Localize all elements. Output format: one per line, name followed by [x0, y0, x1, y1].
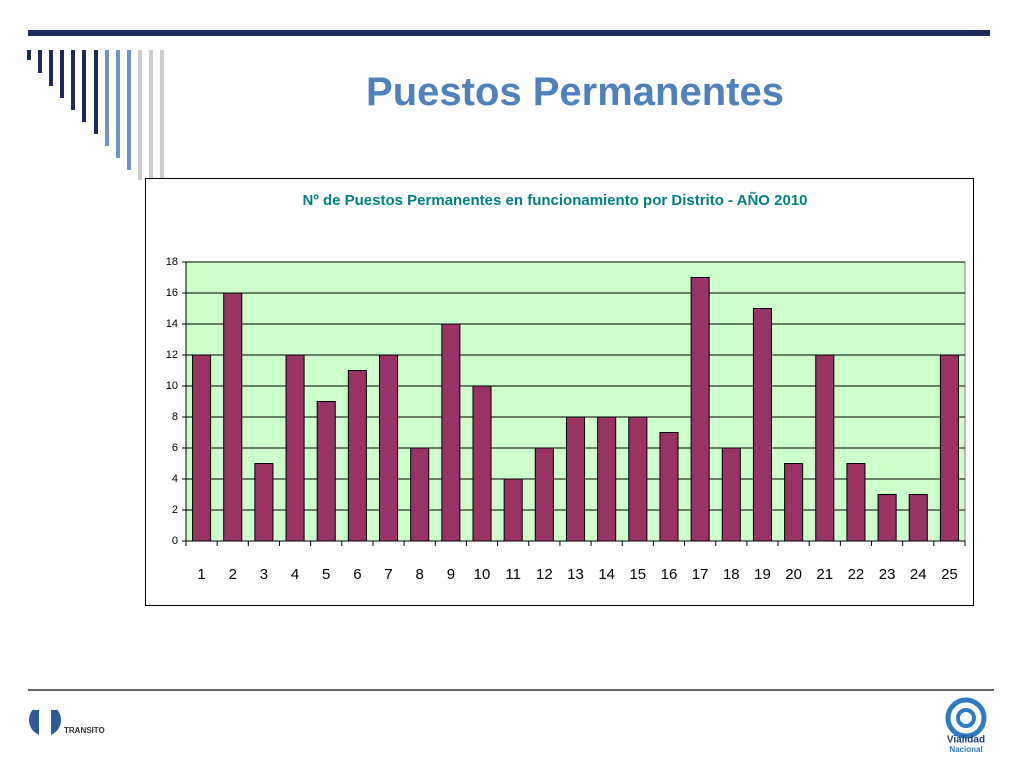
logo-left: TRANSITO — [29, 704, 105, 738]
bar — [690, 277, 710, 542]
bar — [410, 447, 430, 542]
y-tick-label: 10 — [166, 380, 178, 392]
top-bar — [28, 30, 990, 36]
bar — [939, 354, 959, 542]
x-tick-label: 16 — [661, 566, 678, 583]
x-tick-label: 21 — [816, 566, 833, 583]
bar — [441, 323, 461, 542]
x-tick-label: 7 — [384, 566, 392, 583]
bar — [721, 447, 741, 542]
y-tick-label: 12 — [166, 349, 178, 361]
x-tick-label: 24 — [910, 566, 927, 583]
bar — [534, 447, 554, 542]
x-tick-label: 8 — [416, 566, 424, 583]
bar — [628, 416, 648, 542]
x-tick-label: 4 — [291, 566, 299, 583]
x-tick-label: 18 — [723, 566, 740, 583]
x-tick-label: 17 — [692, 566, 709, 583]
x-tick-label: 15 — [629, 566, 646, 583]
y-tick-label: 18 — [166, 256, 178, 268]
y-tick-label: 16 — [166, 287, 178, 299]
x-tick-label: 3 — [260, 566, 268, 583]
logo-right-text: Vialidad — [947, 735, 985, 746]
bar — [254, 463, 274, 542]
bar — [752, 308, 772, 542]
bar — [472, 385, 492, 542]
logo-left-text: TRANSITO — [64, 726, 105, 735]
x-tick-label: 25 — [941, 566, 958, 583]
x-tick-label: 1 — [197, 566, 205, 583]
slide-title: Puestos Permanentes — [366, 70, 784, 114]
y-tick-label: 0 — [172, 535, 178, 547]
x-tick-label: 2 — [229, 566, 237, 583]
y-tick-label: 2 — [172, 504, 178, 516]
bar — [503, 478, 523, 542]
bar — [347, 370, 367, 542]
x-tick-label: 22 — [848, 566, 865, 583]
bar — [815, 354, 835, 542]
bar — [285, 354, 305, 542]
bar — [846, 463, 866, 542]
bar — [223, 292, 243, 542]
x-tick-label: 5 — [322, 566, 330, 583]
y-tick-label: 4 — [172, 473, 178, 485]
bar — [659, 432, 679, 542]
x-tick-label: 14 — [598, 566, 615, 583]
y-tick-label: 8 — [172, 411, 178, 423]
bar — [908, 494, 928, 542]
x-tick-label: 23 — [879, 566, 896, 583]
bar — [597, 416, 617, 542]
x-tick-label: 19 — [754, 566, 771, 583]
bar — [565, 416, 586, 542]
decor-stripes — [27, 50, 164, 180]
x-tick-label: 20 — [785, 566, 802, 583]
x-tick-label: 9 — [447, 566, 455, 583]
y-tick-label: 14 — [166, 318, 178, 330]
x-tick-label: 12 — [536, 566, 553, 583]
bar — [784, 463, 804, 542]
logo-right-subtext: Nacional — [949, 745, 982, 754]
chart-title: Nº de Puestos Permanentes en funcionamie… — [302, 192, 808, 209]
x-tick-label: 13 — [567, 566, 584, 583]
bar — [316, 401, 336, 542]
bar — [379, 354, 399, 542]
logo-right: Vialidad Nacional — [945, 697, 987, 754]
x-tick-label: 11 — [505, 566, 521, 583]
bar — [192, 354, 212, 542]
y-tick-label: 6 — [172, 442, 178, 454]
x-tick-label: 6 — [353, 566, 361, 583]
bar — [877, 494, 897, 542]
x-tick-label: 10 — [474, 566, 491, 583]
